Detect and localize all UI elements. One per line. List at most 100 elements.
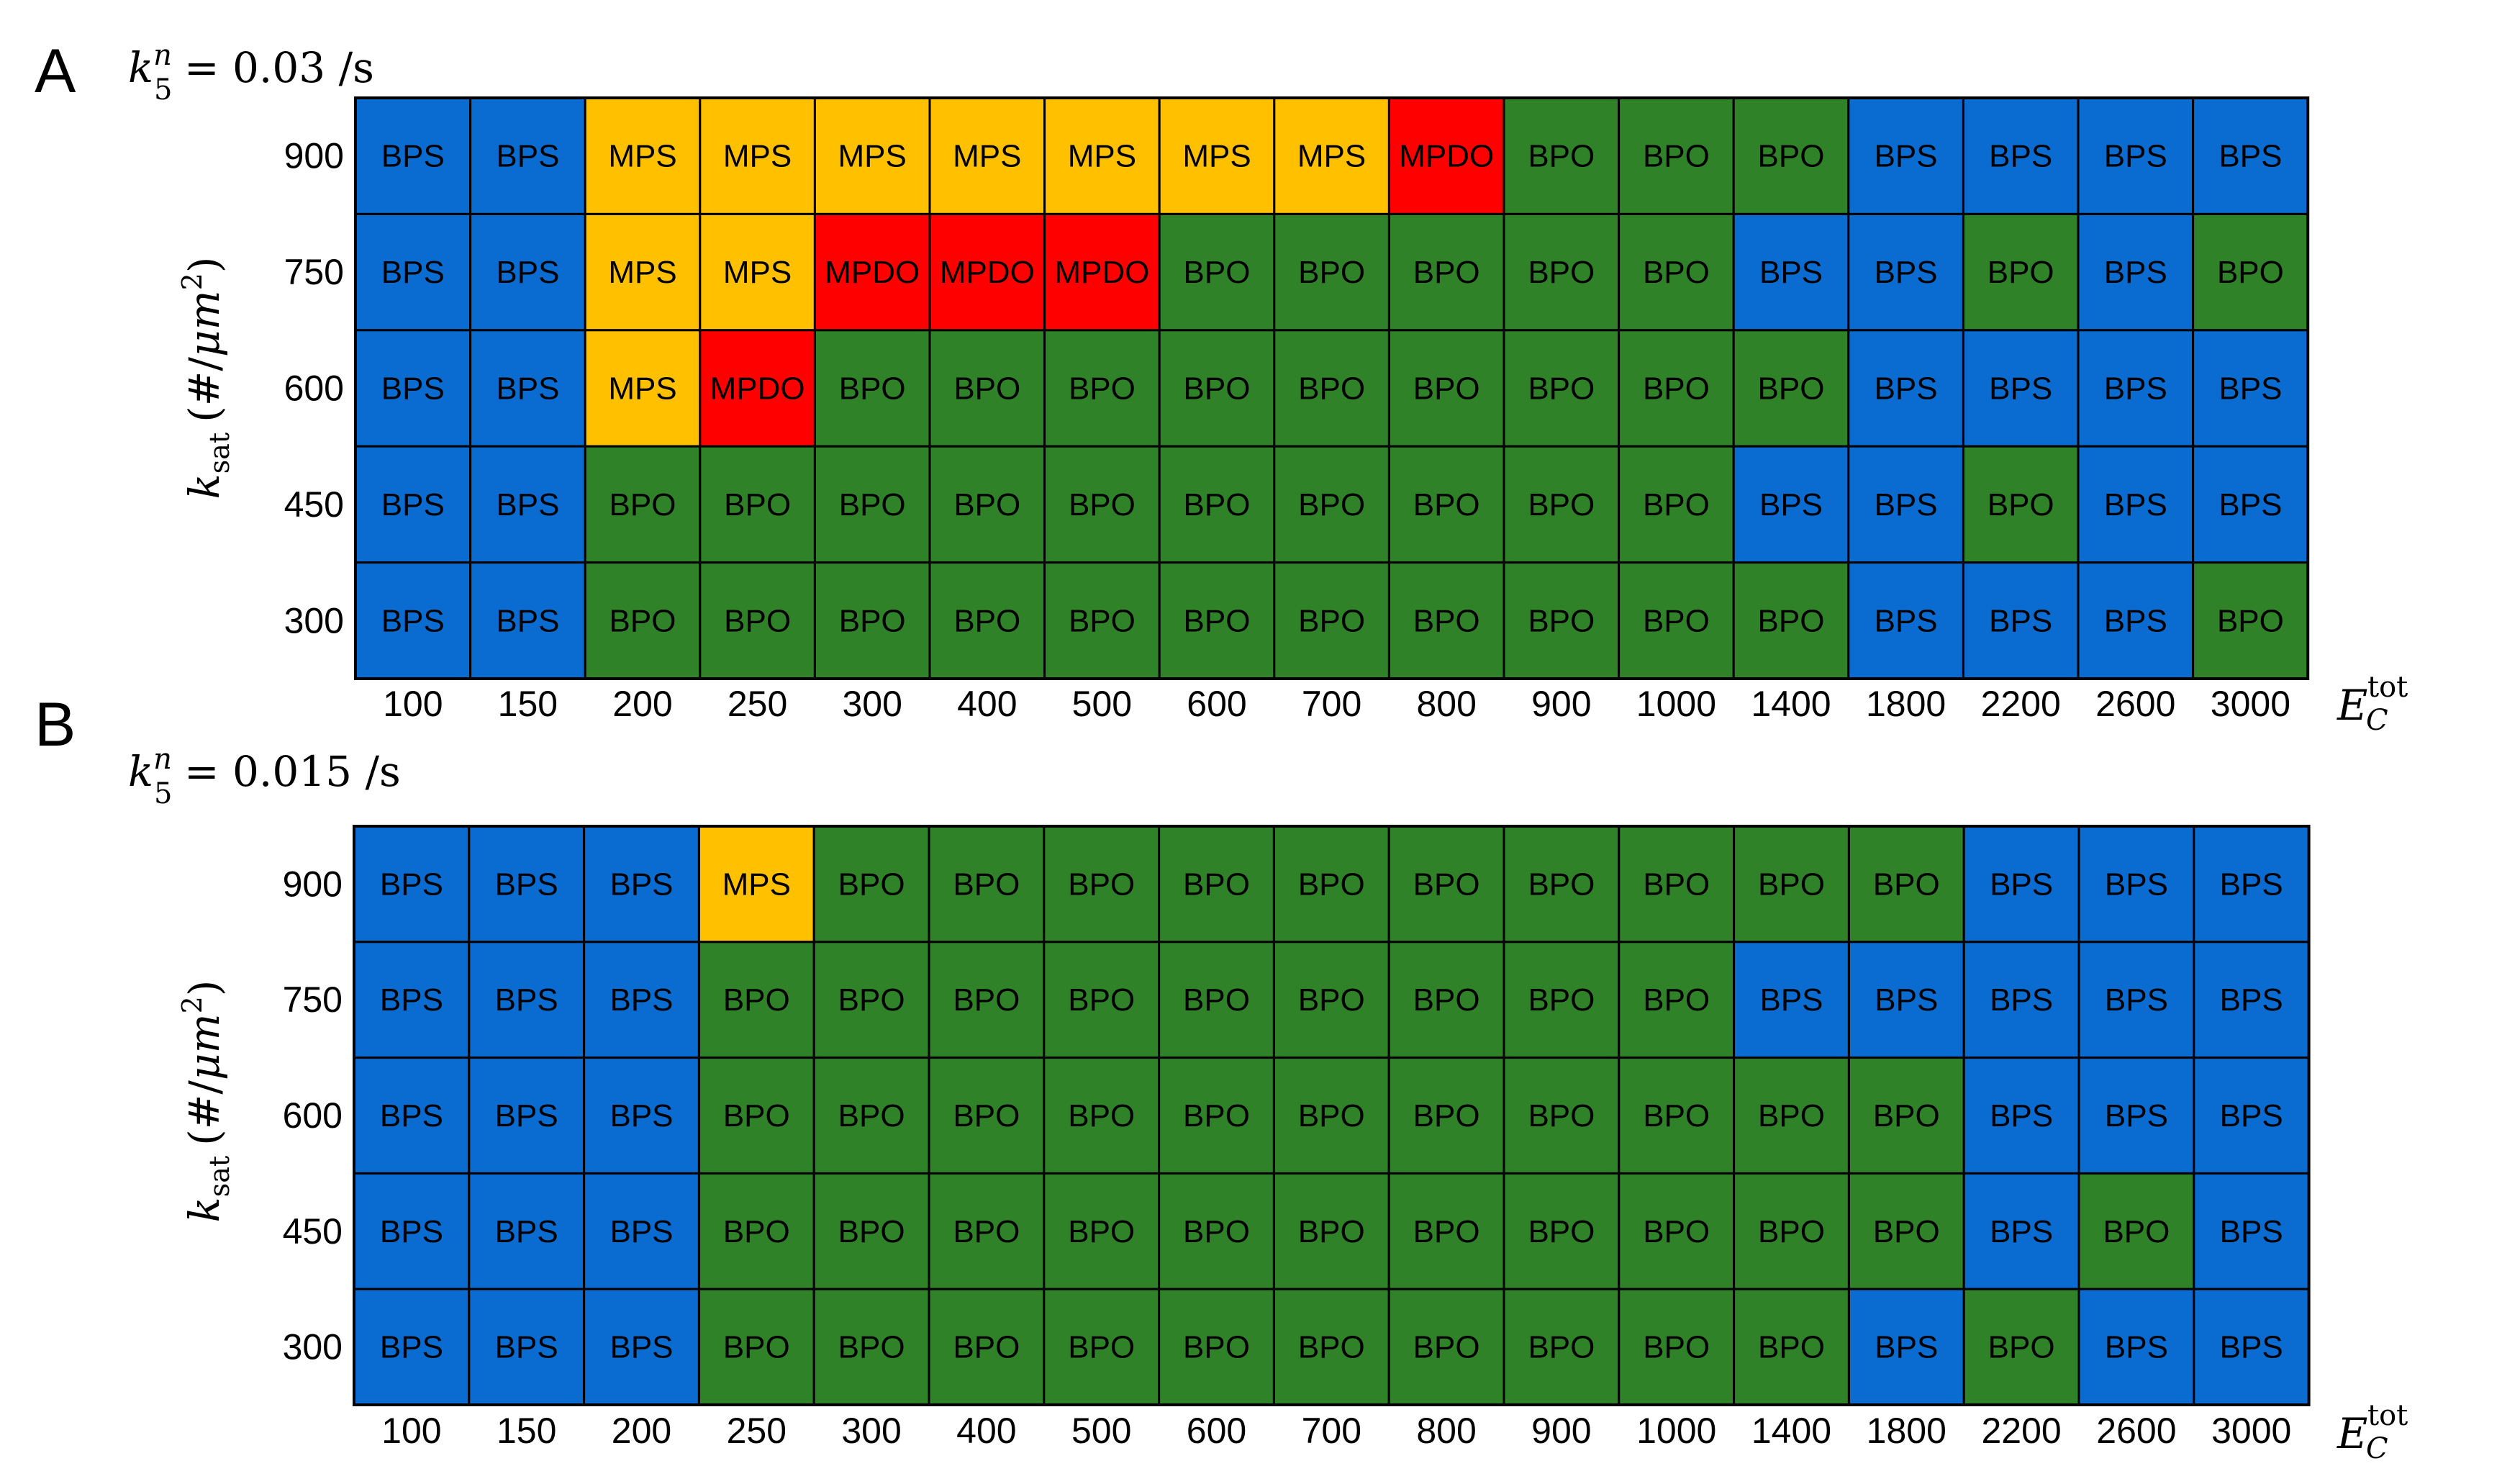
cell-label: MPS (608, 371, 676, 407)
cell-label: BPO (838, 867, 905, 902)
cell-label: BPO (839, 371, 906, 407)
cell-label: BPO (2217, 603, 2284, 638)
cell-label: BPO (1298, 982, 1365, 1018)
cell-label: BPS (1990, 1214, 2053, 1249)
panel-a-y-axis-title: ksat (#/μm2) (176, 257, 235, 499)
cell-label: BPO (1413, 1214, 1480, 1249)
x-tick-label: 900 (1531, 1411, 1591, 1451)
x-tick-label: 2200 (1981, 684, 2061, 724)
cell-label: BPO (723, 1098, 790, 1134)
heatmap-cell (2193, 1057, 2311, 1175)
cell-label: BPS (496, 603, 559, 638)
heatmap-cell (1043, 1288, 1161, 1406)
heatmap-cell (812, 941, 930, 1059)
heatmap-cell (2192, 96, 2309, 215)
heatmap-cell (2077, 329, 2195, 448)
cell-label: BPO (1643, 371, 1710, 407)
heatmap-cell (1733, 1172, 1850, 1290)
panel-b-xlabel-subscript: C (2366, 1432, 2388, 1465)
panel-b-subtitle: kn 5 = 0.015 /s (128, 743, 401, 810)
x-tick-label: 700 (1302, 1411, 1361, 1451)
panel-a-ylabel-unit-mu: μm (180, 290, 229, 357)
x-tick-label: 100 (381, 1411, 441, 1451)
cell-label: MPS (1297, 139, 1366, 174)
panel-a-subtitle-value: = 0.03 /s (184, 43, 374, 92)
cell-label: BPS (380, 1214, 443, 1249)
cell-label: BPS (1759, 255, 1823, 290)
cell-label: BPO (1643, 255, 1710, 290)
panel-a-x-axis-title: Etot C (2337, 671, 2408, 737)
x-tick-label: 600 (1187, 684, 1246, 724)
cell-label: BPS (381, 139, 445, 174)
cell-label: BPO (1643, 487, 1710, 522)
cell-label: BPO (2217, 255, 2284, 290)
cell-label: BPS (1989, 139, 2052, 174)
cell-label: BPS (2104, 603, 2167, 638)
cell-label: BPO (1413, 255, 1480, 290)
heatmap-cell (1618, 825, 1736, 944)
heatmap-cell (354, 96, 472, 215)
heatmap-cell (1273, 329, 1390, 448)
heatmap-cell (1503, 1057, 1621, 1175)
y-tick-label: 750 (284, 252, 344, 292)
panel-b-ylabel-unit-mu: μm (180, 1013, 229, 1080)
panel-b-subtitle-subscript: 5 (154, 777, 172, 810)
heatmap-cell (584, 329, 702, 448)
cell-label: BPO (838, 1214, 905, 1249)
x-tick-label: 3000 (2211, 684, 2290, 724)
cell-label: BPS (1875, 371, 1938, 407)
heatmap-cell (813, 445, 931, 564)
cell-label: BPO (1298, 487, 1365, 522)
panel-b-xlabel-symbol: E (2337, 1409, 2367, 1458)
cell-label: BPO (1069, 603, 1136, 638)
cell-label: BPO (1643, 1098, 1710, 1134)
heatmap-cell (928, 941, 1046, 1059)
panel-b-y-axis-title: ksat (#/μm2) (176, 980, 235, 1223)
cell-label: BPS (2218, 139, 2282, 174)
panel-b-y-ticks: 900 750 600 450 300 (283, 864, 343, 1367)
cell-label: BPO (1528, 371, 1595, 407)
heatmap-cell (2077, 1288, 2195, 1406)
heatmap-cell (1732, 561, 1850, 680)
cell-label: BPO (1069, 487, 1136, 522)
cell-label: BPS (495, 1330, 558, 1365)
cell-label: MPDO (825, 255, 920, 290)
cell-label: BPS (2105, 1330, 2168, 1365)
x-tick-label: 300 (841, 1411, 901, 1451)
cell-label: BPO (1643, 603, 1710, 638)
heatmap-cell (1387, 1172, 1505, 1290)
cell-label: BPS (381, 603, 445, 638)
heatmap-cell (1272, 941, 1390, 1059)
cell-label: BPO (1988, 487, 2054, 522)
cell-label: BPS (495, 982, 558, 1018)
x-tick-label: 400 (957, 684, 1017, 724)
cell-label: BPS (2104, 487, 2167, 522)
heatmap-cell (1847, 329, 1964, 448)
x-tick-label: 150 (498, 684, 558, 724)
heatmap-cell (584, 445, 702, 564)
cell-label: BPO (1758, 867, 1825, 902)
plot-frame (354, 96, 2310, 680)
cell-label: BPS (2104, 255, 2167, 290)
heatmap-cell (353, 1288, 471, 1406)
cell-label: BPS (1875, 1330, 1938, 1365)
heatmap-cell (1733, 941, 1850, 1059)
heatmap-cell (469, 561, 586, 680)
heatmap-cell (1618, 1172, 1736, 1290)
heatmap-cell (1503, 212, 1621, 332)
cell-label: BPO (1643, 982, 1710, 1018)
panel-a-subtitle-symbol: k (128, 43, 153, 92)
cell-label: BPO (1528, 139, 1595, 174)
cell-label: BPS (1990, 1098, 2053, 1134)
cell-label: BPO (1184, 255, 1251, 290)
cell-label: BPO (1413, 371, 1480, 407)
cell-label: BPS (609, 1330, 673, 1365)
y-tick-label: 300 (283, 1327, 343, 1367)
cell-label: BPO (838, 982, 905, 1018)
panel-a-xlabel-subscript: C (2366, 704, 2388, 737)
cell-label: MPS (608, 139, 676, 174)
cell-label: BPO (953, 487, 1020, 522)
heatmap-cell (1618, 96, 1735, 215)
heatmap-cell (1618, 329, 1735, 448)
heatmap-cell (813, 329, 931, 448)
